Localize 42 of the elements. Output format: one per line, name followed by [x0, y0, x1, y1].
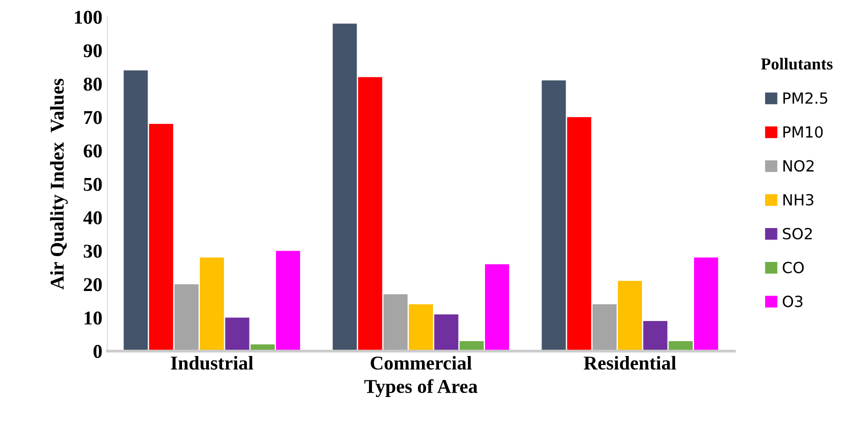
y-axis-title: Air Quality Index Values	[50, 78, 68, 290]
bar	[643, 321, 668, 352]
legend-label: SO2	[782, 228, 812, 240]
y-tick-label: 100	[74, 10, 102, 24]
bar	[434, 314, 458, 352]
y-tick-label: 90	[84, 44, 102, 58]
bar	[225, 318, 250, 352]
y-tick-label: 0	[94, 344, 102, 358]
x-tick-label: Commercial	[370, 356, 472, 370]
legend-label: O3	[782, 296, 802, 308]
y-tick-label: 80	[84, 78, 102, 91]
bar	[332, 24, 357, 352]
bar	[592, 304, 617, 352]
bar	[149, 124, 174, 352]
y-tick-label: 70	[84, 110, 102, 124]
bar	[124, 70, 148, 352]
bar	[174, 284, 199, 352]
bar	[276, 250, 300, 352]
bar	[618, 280, 642, 352]
x-axis-title: Types of Area	[364, 379, 478, 398]
bar	[408, 304, 433, 352]
legend-label: PM10	[783, 126, 823, 138]
bar	[694, 258, 718, 352]
legend-label: NO2	[783, 160, 814, 172]
y-tick-label: 60	[84, 144, 102, 158]
bar	[485, 264, 510, 352]
y-tick-label: 40	[83, 211, 102, 224]
bar	[542, 80, 566, 352]
y-tick-label: 30	[84, 244, 102, 258]
x-tick-label: Residential	[584, 356, 676, 370]
bar	[200, 258, 224, 352]
x-tick-label: Industrial	[170, 356, 254, 370]
bar	[358, 77, 382, 352]
legend-label: CO	[782, 262, 804, 274]
legend-label: PM2.5	[783, 92, 828, 104]
legend-label: NH3	[783, 194, 814, 206]
bar	[383, 294, 408, 352]
bar	[567, 117, 592, 352]
legend-title: Pollutants	[761, 58, 833, 70]
y-tick-label: 50	[84, 178, 102, 191]
y-tick-label: 20	[84, 278, 102, 292]
y-tick-label: 10	[84, 311, 102, 325]
